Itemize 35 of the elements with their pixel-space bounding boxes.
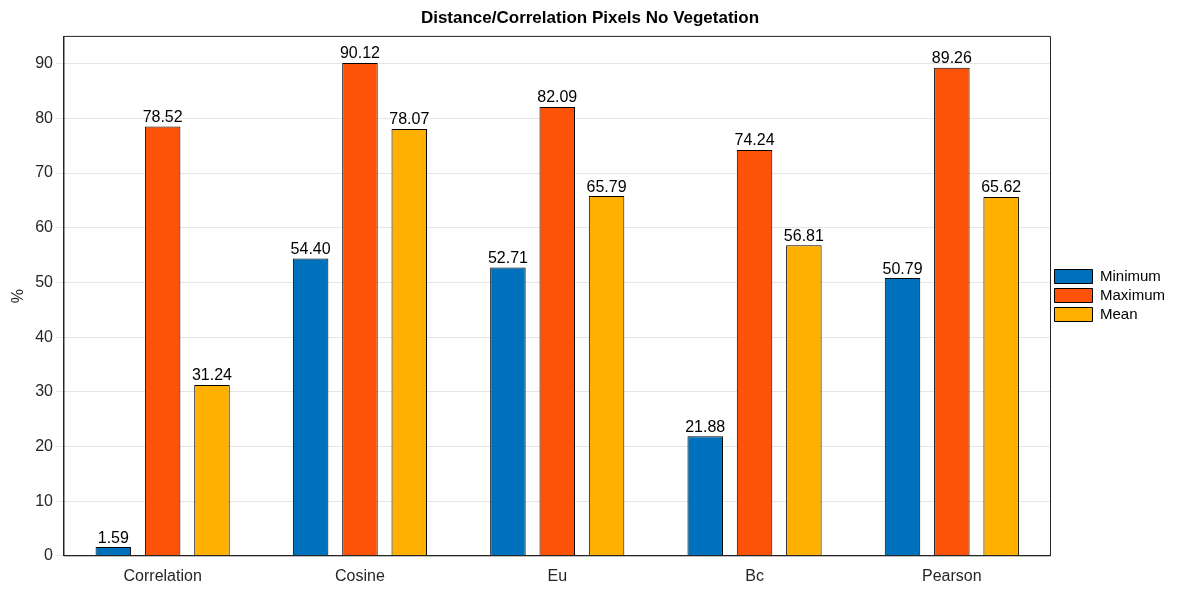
data-label: 82.09 [537,88,578,106]
legend-label: Mean [1100,304,1138,322]
y-tick-label: 90 [35,54,54,72]
y-tick-label: 10 [35,491,54,509]
x-tick-label: Eu [547,566,568,584]
data-label: 65.79 [586,177,627,195]
data-label: 56.81 [783,226,824,244]
legend-label: Minimum [1100,266,1161,284]
x-tick-label: Pearson [922,566,982,584]
data-label: 21.88 [685,417,726,435]
y-tick-label: 30 [35,382,54,400]
data-label: 52.71 [487,249,529,267]
data-label: 50.79 [882,259,923,277]
y-tick-label: 50 [35,272,54,290]
chart-title: Distance/Correlation Pixels No Vegetation [420,7,760,27]
legend-label: Maximum [1100,285,1166,303]
y-tick-label: 0 [44,546,54,564]
y-tick-label: 70 [35,163,54,181]
data-label: 90.12 [339,44,381,62]
y-tick-label: 40 [35,327,54,345]
y-tick-label: 60 [35,218,54,236]
data-label: 74.24 [734,131,775,149]
x-tick-label: Bc [745,566,764,584]
data-label: 54.40 [290,239,331,257]
data-label: 65.62 [981,178,1022,196]
y-tick-label: 80 [35,108,54,126]
data-label: 89.26 [931,49,972,67]
x-tick-label: Correlation [123,566,202,584]
y-axis-title: % [9,288,27,304]
data-label: 31.24 [191,366,233,384]
data-label: 78.52 [142,107,183,125]
y-tick-label: 20 [35,436,54,454]
x-tick-label: Cosine [335,566,385,584]
data-label: 78.07 [389,110,430,128]
data-label: 1.59 [97,528,129,546]
